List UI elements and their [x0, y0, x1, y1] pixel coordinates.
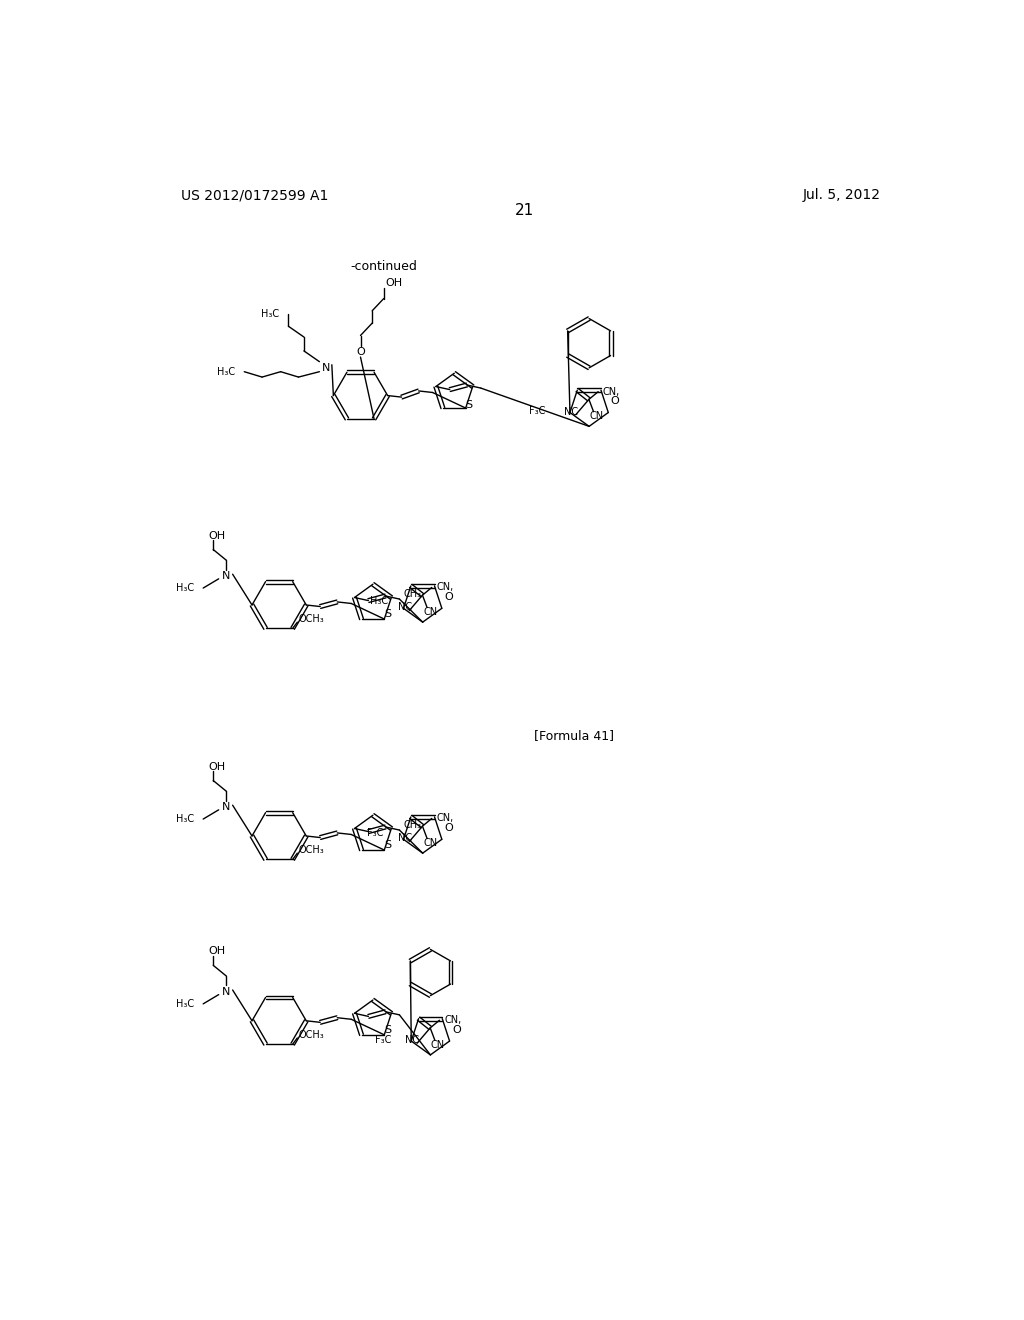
Text: O: O: [611, 396, 620, 407]
Text: OH: OH: [385, 279, 402, 288]
Text: CN,: CN,: [436, 582, 454, 593]
Text: OH: OH: [209, 762, 225, 772]
Text: CN: CN: [590, 412, 604, 421]
Text: S: S: [384, 841, 391, 850]
Text: NC: NC: [564, 407, 579, 417]
Text: OH: OH: [209, 946, 225, 957]
Text: [Formula 41]: [Formula 41]: [534, 730, 613, 742]
Text: S: S: [384, 1026, 391, 1035]
Text: CN,: CN,: [436, 813, 454, 824]
Text: N: N: [222, 570, 230, 581]
Text: -continued: -continued: [350, 260, 417, 273]
Text: CN: CN: [423, 607, 437, 618]
Text: O: O: [356, 347, 365, 358]
Text: N: N: [222, 801, 230, 812]
Text: O: O: [453, 1024, 461, 1035]
Text: H₃C: H₃C: [176, 814, 194, 824]
Text: CH₃: CH₃: [403, 821, 422, 830]
Text: H₃C: H₃C: [261, 309, 280, 319]
Text: F₃C: F₃C: [375, 1035, 391, 1044]
Text: NC: NC: [397, 602, 412, 612]
Text: S: S: [384, 610, 391, 619]
Text: NC: NC: [397, 833, 412, 843]
Text: 21: 21: [515, 203, 535, 218]
Text: Jul. 5, 2012: Jul. 5, 2012: [802, 189, 881, 202]
Text: F₃C: F₃C: [367, 828, 383, 838]
Text: US 2012/0172599 A1: US 2012/0172599 A1: [180, 189, 328, 202]
Text: N: N: [322, 363, 330, 372]
Text: CN,: CN,: [603, 387, 621, 397]
Text: H₃C: H₃C: [176, 583, 194, 593]
Text: OCH₃: OCH₃: [299, 1030, 325, 1040]
Text: F₃C: F₃C: [528, 407, 545, 416]
Text: CN: CN: [423, 838, 437, 849]
Text: CN: CN: [431, 1040, 445, 1049]
Text: NC: NC: [406, 1035, 420, 1045]
Text: H₃C: H₃C: [176, 999, 194, 1008]
Text: OCH₃: OCH₃: [299, 614, 325, 624]
Text: O: O: [444, 824, 454, 833]
Text: H₃C: H₃C: [370, 595, 388, 606]
Text: O: O: [444, 593, 454, 602]
Text: H₃C: H₃C: [217, 367, 234, 376]
Text: S: S: [466, 400, 473, 411]
Text: OCH₃: OCH₃: [299, 845, 325, 855]
Text: CN,: CN,: [444, 1015, 462, 1026]
Text: OH: OH: [209, 531, 225, 541]
Text: CH₃: CH₃: [403, 590, 422, 599]
Text: N: N: [222, 986, 230, 997]
